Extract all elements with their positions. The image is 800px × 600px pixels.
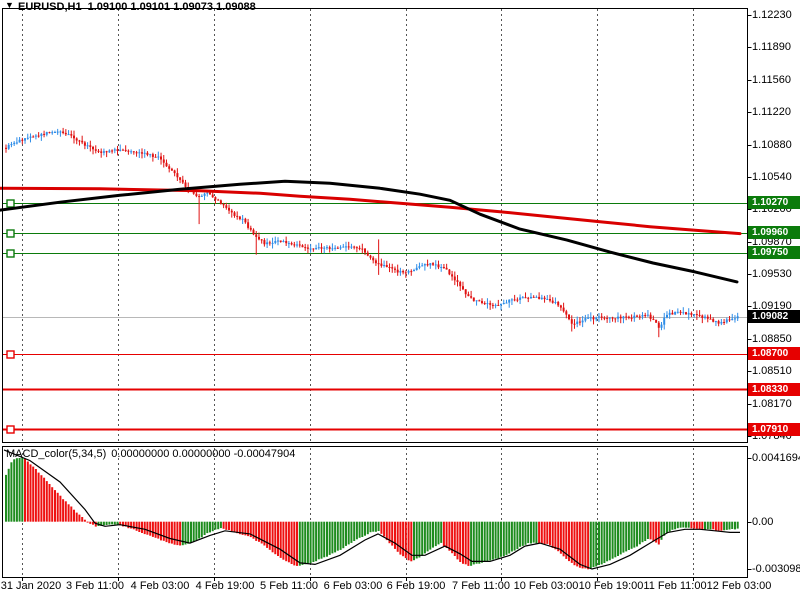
ma-black: [0, 179, 739, 284]
macd-name-label: MACD_color(5,34,5): [6, 448, 107, 460]
time-gridlines: [22, 9, 694, 581]
ohlc-values: 1.09100 1.09101 1.09073 1.09088: [87, 1, 256, 13]
symbol-period-label: EURUSD,H1: [18, 1, 82, 13]
horizontal-price-lines[interactable]: [3, 199, 747, 434]
ma-red: [0, 186, 742, 236]
hline-handle[interactable]: [6, 425, 15, 434]
chart-title: EURUSD,H1 1.09100 1.09101 1.09073 1.09088: [18, 1, 256, 13]
expand-arrow-icon[interactable]: ▼: [5, 0, 14, 10]
hline-handle[interactable]: [6, 199, 15, 208]
hline-handle[interactable]: [6, 229, 15, 238]
hline-handle[interactable]: [6, 249, 15, 258]
macd-signal-line: [3, 449, 740, 570]
hline-handle[interactable]: [6, 350, 15, 359]
macd-histogram: [5, 457, 739, 570]
candles[interactable]: [5, 127, 739, 338]
macd-values: 0.00000000 0.00000000 -0.00047904: [111, 448, 296, 460]
macd-indicator-title: MACD_color(5,34,5) 0.00000000 0.00000000 …: [6, 448, 295, 460]
panel-borders: [2, 8, 752, 578]
